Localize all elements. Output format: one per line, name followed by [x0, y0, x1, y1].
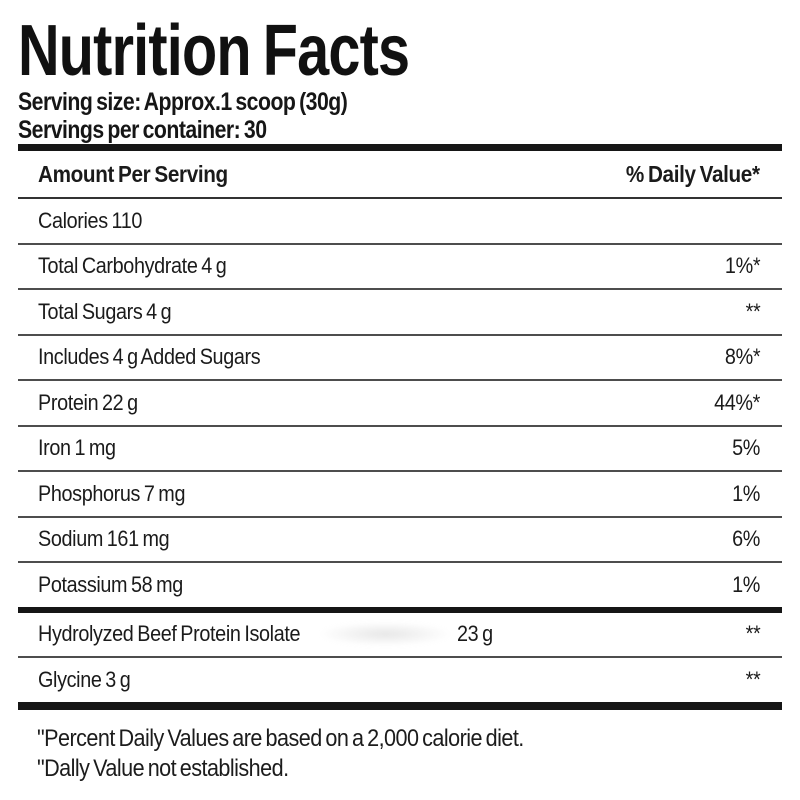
nutrient-dv: **	[745, 666, 760, 692]
nutrient-dv: **	[745, 298, 760, 324]
nutrient-name: Sodium 161 mg	[38, 526, 170, 552]
nutrient-name: Calories 110	[38, 207, 143, 233]
row-calories: Calories 110	[18, 199, 782, 245]
nutrient-name: Potassium 58 mg	[38, 571, 183, 597]
amount-per-serving-heading: Amount Per Serving	[38, 160, 228, 187]
nutrient-dv: **	[745, 621, 760, 647]
nutrient-name: Protein 22 g	[38, 389, 138, 415]
footnote-not-established: "Dally Value not established.	[37, 754, 289, 782]
erased-smudge	[318, 621, 453, 646]
nutrient-dv: 6%	[732, 526, 760, 552]
row-sodium: Sodium 161 mg 6%	[18, 518, 782, 563]
facts-table: Amount Per Serving % Daily Value* Calori…	[18, 144, 782, 784]
nutrient-name: Phosphorus 7 mg	[38, 480, 186, 506]
daily-value-heading: % Daily Value*	[626, 160, 760, 187]
nutrient-name: Iron 1 mg	[38, 435, 116, 461]
footnote-daily-values: "Percent Daily Values are based on a 2,0…	[37, 724, 524, 752]
row-phosphorus: Phosphorus 7 mg 1%	[18, 472, 782, 518]
row-total-sugars: Total Sugars 4 g **	[18, 290, 782, 336]
thick-rule-top	[18, 144, 782, 151]
serving-size-text: Serving size: Approx.1 scoop (30g)	[18, 88, 348, 116]
nutrient-name: Total Carbohydrate 4 g	[38, 253, 227, 279]
row-total-carbohydrate: Total Carbohydrate 4 g 1%*	[18, 245, 782, 290]
nutrient-name: Glycine 3 g	[38, 666, 131, 692]
nutrient-dv: 1%	[732, 571, 760, 597]
row-glycine: Glycine 3 g **	[18, 658, 782, 702]
nutrient-name: Hydrolyzed Beef Protein Isolate	[38, 621, 301, 647]
nutrient-name: Total Sugars 4 g	[38, 298, 172, 324]
nutrient-dv: 1%	[732, 480, 760, 506]
row-potassium: Potassium 58 mg 1%	[18, 563, 782, 607]
row-protein: Protein 22 g 44%*	[18, 381, 782, 427]
thick-rule-middle	[18, 606, 782, 613]
label-header: Nutrition Facts Serving size: Approx.1 s…	[0, 0, 800, 144]
nutrient-name: Includes 4 g Added Sugars	[38, 344, 261, 370]
row-iron: Iron 1 mg 5%	[18, 427, 782, 472]
table-header-row: Amount Per Serving % Daily Value*	[18, 151, 782, 199]
nutrient-dv: 1%*	[724, 253, 761, 279]
servings-per-container-text: Servings per container: 30	[18, 116, 267, 144]
thick-rule-bottom	[18, 701, 782, 710]
nutrient-dv: 44%*	[714, 389, 760, 415]
row-added-sugars: Includes 4 g Added Sugars 8%*	[18, 336, 782, 381]
row-hydrolyzed-beef-protein-isolate: Hydrolyzed Beef Protein Isolate 23 g **	[18, 613, 782, 658]
nutrient-amount: 23 g	[456, 621, 493, 647]
nutrient-dv: 5%	[732, 435, 760, 461]
nutrient-dv: 8%*	[724, 344, 761, 370]
label-title: Nutrition Facts	[18, 11, 410, 91]
footnotes: "Percent Daily Values are based on a 2,0…	[18, 724, 782, 784]
